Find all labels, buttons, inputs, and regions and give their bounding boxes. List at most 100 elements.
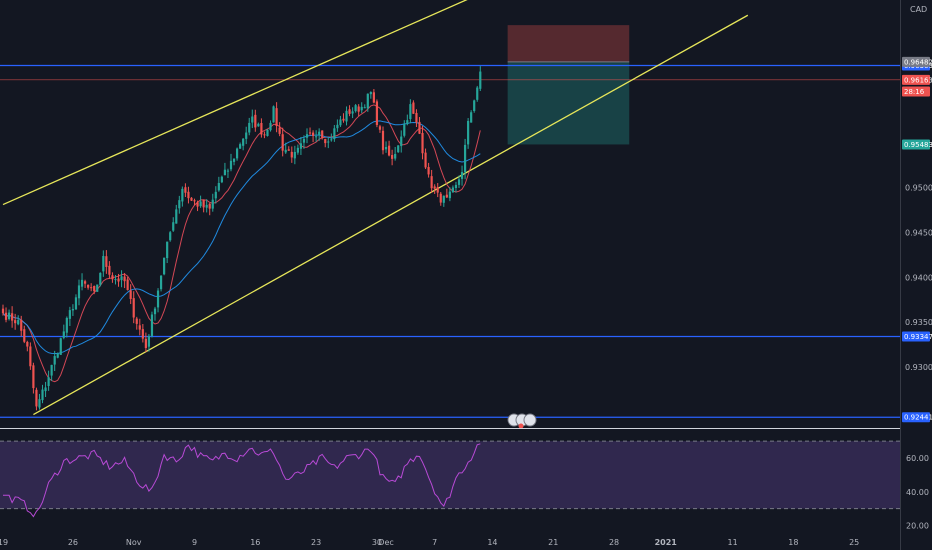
candle: [321, 130, 324, 140]
candle: [32, 362, 35, 394]
candle: [360, 102, 363, 114]
candle: [266, 129, 269, 137]
time-tick-label: 30: [372, 538, 382, 547]
candle: [333, 125, 336, 142]
candle: [412, 100, 415, 114]
candle: [354, 103, 357, 113]
candle: [290, 146, 293, 163]
candle: [245, 126, 248, 145]
candle: [135, 316, 138, 330]
candle: [467, 118, 470, 149]
candle: [102, 250, 105, 277]
widget-dot-3[interactable]: [523, 413, 537, 427]
candle: [93, 285, 96, 295]
candle: [439, 191, 442, 206]
candle: [153, 306, 157, 321]
candle: [278, 122, 281, 137]
candle: [235, 147, 239, 161]
candle: [336, 119, 339, 132]
candle: [363, 104, 366, 109]
rsi-band-fill: [0, 441, 900, 509]
candle: [302, 135, 306, 149]
drawing-widget[interactable]: [507, 413, 537, 429]
price-tag: 0.95483: [902, 139, 932, 150]
candle: [427, 162, 430, 178]
candle: [257, 122, 260, 127]
candle: [348, 105, 351, 117]
channel-upper-line[interactable]: [2, 0, 468, 206]
candle: [53, 350, 56, 372]
candle: [14, 313, 17, 330]
candle: [476, 85, 479, 102]
candle: [220, 175, 223, 184]
candle: [114, 275, 117, 285]
time-tick-label: 25: [849, 538, 859, 547]
candle: [415, 109, 418, 128]
channel-lower-line[interactable]: [33, 14, 749, 416]
candle: [90, 283, 93, 292]
position-tool[interactable]: [507, 25, 630, 145]
candle: [275, 102, 278, 133]
candle: [217, 176, 220, 192]
candle: [199, 195, 202, 208]
candle: [71, 304, 75, 316]
svg-text:0.92441: 0.92441: [904, 414, 932, 422]
time-tick-label: 21: [548, 538, 558, 547]
candle: [159, 274, 163, 292]
candle: [296, 144, 299, 155]
candle: [117, 273, 120, 287]
candle: [330, 133, 333, 142]
candle: [260, 118, 263, 138]
candle: [470, 110, 473, 123]
candle: [193, 198, 196, 206]
candle: [339, 115, 342, 128]
ma-slow-line: [2, 120, 481, 354]
candle: [384, 141, 388, 153]
candle: [190, 197, 193, 202]
candle: [166, 241, 169, 264]
candle: [223, 162, 227, 176]
candle: [23, 325, 26, 344]
candle: [99, 272, 102, 287]
candle: [251, 109, 254, 129]
candle: [141, 324, 144, 343]
candle: [96, 284, 99, 292]
candle: [406, 114, 409, 126]
trend-channel[interactable]: [2, 0, 749, 416]
candle: [150, 311, 154, 338]
candle: [400, 130, 403, 153]
time-tick-label: 26: [68, 538, 78, 547]
currency-label: CAD: [910, 5, 927, 14]
candle: [29, 342, 32, 370]
position-stop-zone[interactable]: [507, 25, 630, 62]
candle: [378, 124, 382, 133]
candle: [473, 99, 476, 113]
candle: [318, 128, 321, 141]
rsi-tick-label: 40.00: [906, 488, 929, 497]
candle: [138, 318, 141, 336]
svg-text:0.96163: 0.96163: [904, 76, 932, 84]
candle: [1, 304, 5, 316]
candle: [175, 204, 178, 224]
price-tag: 28:16: [902, 86, 930, 97]
candle: [163, 257, 166, 276]
candle: [196, 200, 199, 212]
candle: [460, 165, 464, 186]
candle: [391, 149, 394, 166]
candle: [387, 140, 391, 157]
candle: [421, 125, 424, 160]
svg-text:28:16: 28:16: [904, 88, 925, 96]
candle: [424, 148, 427, 170]
position-target-zone[interactable]: [507, 61, 630, 145]
time-tick-label: Dec: [378, 538, 393, 547]
candle: [345, 106, 348, 126]
widget-marker: [518, 423, 524, 429]
candle: [442, 195, 445, 207]
candle: [4, 307, 8, 323]
candle: [62, 324, 65, 340]
candle: [239, 142, 242, 150]
